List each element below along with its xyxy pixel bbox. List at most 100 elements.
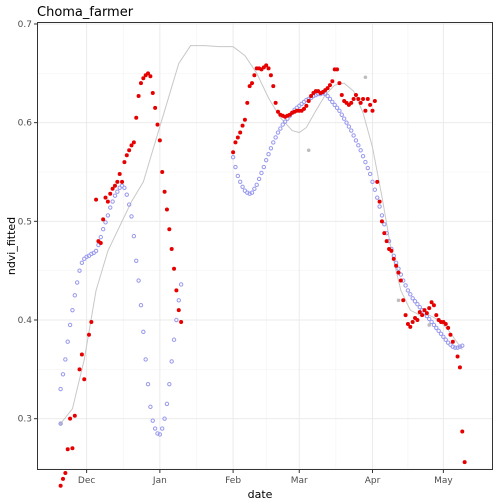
data-point xyxy=(460,343,465,348)
data-point xyxy=(108,191,113,196)
data-point xyxy=(112,183,117,188)
data-point xyxy=(396,270,401,275)
data-point xyxy=(268,146,274,151)
data-point xyxy=(136,278,141,283)
data-point xyxy=(141,76,146,81)
data-point xyxy=(306,98,311,103)
data-point xyxy=(391,256,396,261)
data-point xyxy=(424,311,429,316)
data-point xyxy=(103,195,108,200)
data-point xyxy=(58,483,63,488)
data-point xyxy=(370,179,375,185)
data-point xyxy=(273,135,278,140)
data-point xyxy=(77,367,82,372)
series-grey-line xyxy=(60,45,463,424)
panel-border xyxy=(37,22,493,470)
data-point xyxy=(96,242,101,248)
data-point xyxy=(379,213,385,218)
data-point xyxy=(63,357,68,362)
data-point xyxy=(427,306,432,311)
data-point xyxy=(143,357,148,362)
data-point xyxy=(275,130,281,135)
data-point xyxy=(365,96,370,101)
data-point xyxy=(375,195,380,200)
data-point xyxy=(415,302,420,307)
data-point xyxy=(363,108,368,113)
x-axis-title: date xyxy=(248,488,273,501)
data-point xyxy=(164,207,169,212)
data-point xyxy=(98,234,103,240)
data-point xyxy=(79,260,85,265)
y-tick-label: 0.7 xyxy=(18,20,32,30)
data-point xyxy=(65,447,70,452)
data-point xyxy=(334,105,340,111)
data-point xyxy=(271,84,276,89)
data-point xyxy=(422,308,427,313)
data-point xyxy=(249,190,255,195)
data-point xyxy=(384,239,389,244)
data-point xyxy=(363,159,368,165)
data-point xyxy=(368,102,373,107)
data-point xyxy=(408,324,413,329)
data-point xyxy=(112,193,118,198)
y-axis: 0.3 0.4 0.5 0.6 0.7 xyxy=(18,20,37,425)
data-point xyxy=(263,157,269,163)
data-point xyxy=(372,98,377,103)
data-point xyxy=(129,143,134,148)
data-point xyxy=(341,116,347,121)
data-point xyxy=(280,122,285,127)
data-point xyxy=(178,282,184,287)
data-point xyxy=(405,321,410,326)
data-point xyxy=(330,99,335,105)
data-point xyxy=(157,138,162,143)
x-tick-label: Mar xyxy=(291,476,308,486)
data-point xyxy=(150,91,155,96)
data-point xyxy=(361,96,366,101)
data-point xyxy=(327,83,332,88)
data-point xyxy=(313,92,318,98)
data-point xyxy=(136,94,141,99)
data-point xyxy=(427,316,432,322)
data-point xyxy=(84,254,89,260)
data-point xyxy=(367,171,373,177)
data-point xyxy=(58,386,63,392)
data-point xyxy=(115,179,120,184)
data-point xyxy=(382,222,387,227)
data-point xyxy=(72,293,78,298)
data-point xyxy=(356,143,361,148)
data-point xyxy=(309,94,314,99)
data-point xyxy=(339,112,344,117)
data-point xyxy=(448,332,453,337)
data-point xyxy=(110,186,115,191)
data-point xyxy=(349,128,354,133)
data-point xyxy=(124,192,129,197)
data-point xyxy=(301,106,306,111)
data-point xyxy=(335,67,340,72)
data-point xyxy=(363,75,368,80)
data-point xyxy=(72,413,77,418)
x-tick-label: May xyxy=(434,476,453,486)
data-point xyxy=(266,152,271,157)
data-point xyxy=(162,189,167,194)
data-point xyxy=(89,319,94,324)
data-point xyxy=(325,86,330,91)
data-point xyxy=(372,187,378,192)
data-point xyxy=(105,213,111,218)
data-point xyxy=(148,404,153,410)
data-point xyxy=(264,63,269,68)
data-point xyxy=(101,217,106,222)
data-point xyxy=(237,179,243,185)
grid-major xyxy=(37,22,493,470)
data-point xyxy=(455,345,460,350)
data-point xyxy=(443,321,448,326)
data-point xyxy=(171,337,177,342)
data-point xyxy=(266,66,271,71)
data-point xyxy=(129,214,134,219)
data-point xyxy=(261,164,267,170)
data-point xyxy=(431,303,436,308)
data-point xyxy=(349,100,354,105)
data-point xyxy=(131,233,137,239)
data-point xyxy=(103,220,108,225)
data-point xyxy=(245,100,250,105)
data-point xyxy=(332,102,337,108)
